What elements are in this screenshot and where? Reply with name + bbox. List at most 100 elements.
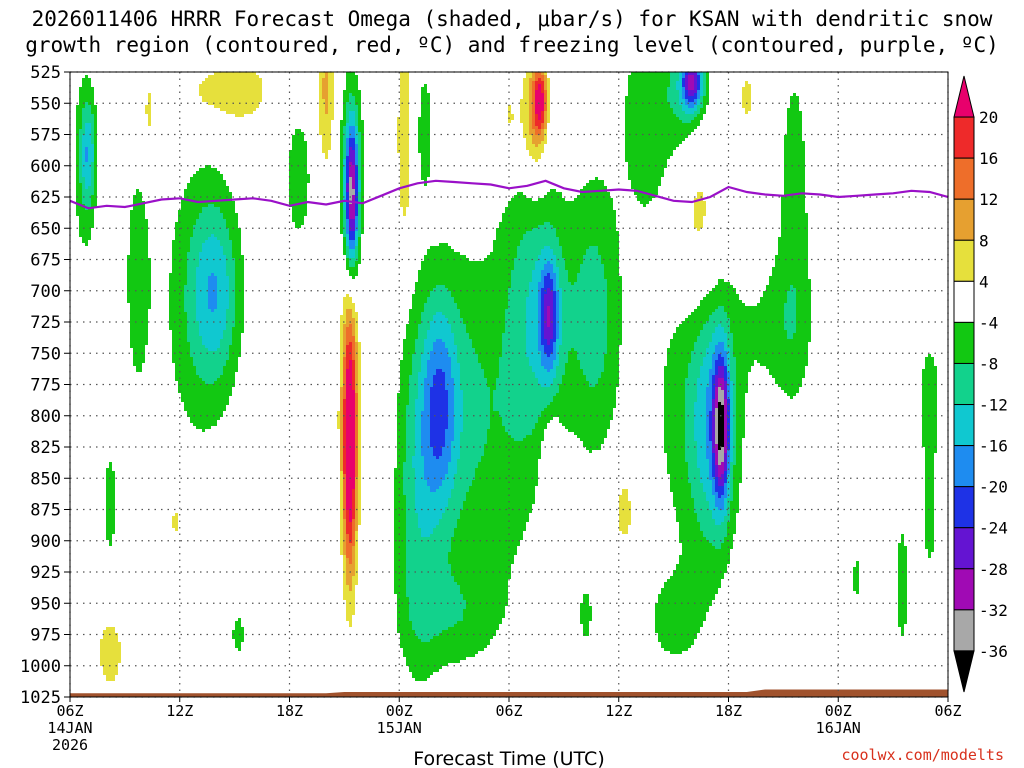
omega-cell [349,132,352,135]
omega-cell [397,126,400,129]
omega-cell [241,96,244,99]
omega-cell [208,249,211,252]
omega-cell [535,159,538,162]
omega-cell [88,222,91,225]
omega-cell [673,132,676,135]
omega-cell [793,177,796,180]
omega-cell [607,195,610,198]
omega-cell [628,123,631,126]
omega-cell [211,102,214,105]
omega-cell [685,84,688,87]
omega-cell [340,138,343,141]
omega-cell [235,246,238,249]
omega-cell [526,240,529,243]
omega-cell [595,264,598,267]
omega-cell [595,201,598,204]
omega-cell [790,246,793,249]
omega-cell [535,108,538,111]
omega-cell [493,249,496,252]
omega-cell [355,84,358,87]
omega-cell [637,165,640,168]
omega-cell [418,123,421,126]
omega-cell [211,168,214,171]
omega-cell [643,120,646,123]
omega-cell [610,213,613,216]
omega-cell [790,249,793,252]
omega-cell [76,129,79,132]
omega-cell [217,189,220,192]
omega-cell [235,261,238,264]
omega-cell [553,225,556,228]
omega-cell [253,96,256,99]
omega-cell [91,213,94,216]
omega-cell [175,255,178,258]
omega-cell [403,144,406,147]
omega-cell [595,249,598,252]
omega-cell [184,264,187,267]
omega-cell [223,234,226,237]
omega-cell [700,216,703,219]
omega-cell [301,135,304,138]
omega-cell [202,246,205,249]
omega-cell [601,249,604,252]
omega-cell [793,117,796,120]
omega-cell [220,246,223,249]
omega-cell [346,249,349,252]
omega-cell [697,105,700,108]
omega-cell [583,246,586,249]
omega-cell [346,141,349,144]
omega-cell [529,231,532,234]
omega-cell [601,237,604,240]
omega-cell [628,174,631,177]
omega-cell [637,108,640,111]
omega-cell [535,129,538,132]
omega-cell [91,114,94,117]
omega-cell [559,195,562,198]
omega-cell [250,81,253,84]
omega-cell [190,222,193,225]
omega-cell [424,174,427,177]
omega-cell [637,159,640,162]
omega-cell [496,237,499,240]
omega-cell [502,255,505,258]
omega-cell [223,84,226,87]
omega-cell [517,204,520,207]
omega-cell [190,195,193,198]
omega-cell [538,141,541,144]
omega-cell [577,255,580,258]
omega-cell [541,216,544,219]
omega-cell [292,159,295,162]
omega-cell [652,129,655,132]
omega-cell [220,78,223,81]
omega-cell [559,198,562,201]
omega-cell [430,252,433,255]
omega-cell [685,117,688,120]
omega-cell [361,216,364,219]
omega-cell [199,84,202,87]
omega-cell [646,141,649,144]
omega-cell [406,171,409,174]
omega-cell [217,240,220,243]
omega-cell [778,249,781,252]
omega-cell [76,159,79,162]
omega-cell [529,237,532,240]
omega-cell [355,162,358,165]
omega-cell [670,138,673,141]
omega-cell [85,180,88,183]
omega-cell [544,246,547,249]
omega-cell [199,174,202,177]
omega-cell [298,192,301,195]
omega-cell [532,90,535,93]
omega-cell [325,141,328,144]
omega-cell [202,237,205,240]
omega-cell [349,144,352,147]
omega-cell [532,129,535,132]
omega-cell [598,204,601,207]
omega-cell [577,264,580,267]
omega-cell [130,249,133,252]
omega-cell [82,147,85,150]
omega-cell [463,264,466,267]
omega-cell [556,225,559,228]
omega-cell [526,84,529,87]
omega-cell [202,174,205,177]
